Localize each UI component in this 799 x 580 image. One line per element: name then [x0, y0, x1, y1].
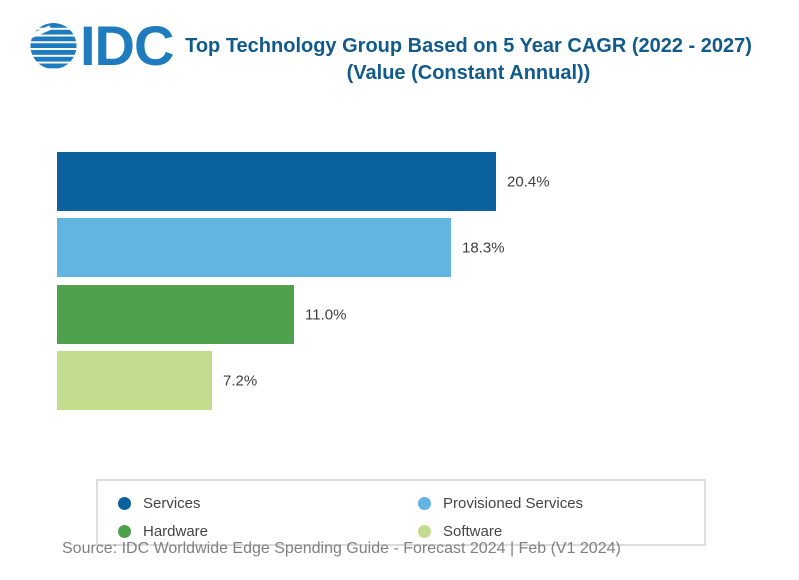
bar-value-label-provisioned-services: 18.3% [462, 239, 505, 256]
bar-provisioned-services [57, 218, 451, 277]
bar-value-label-hardware: 11.0% [305, 306, 347, 323]
bar-software [57, 351, 212, 410]
idc-logo: IDC [30, 14, 174, 77]
bar-hardware [57, 285, 294, 344]
chart-legend: Services Provisioned Services Hardware Soft… [96, 479, 706, 546]
chart-title-line2: (Value (Constant Annual)) [346, 62, 591, 84]
legend-item-provisioned-services: Provisioned Services [418, 493, 583, 513]
chart-title: Top Technology Group Based on 5 Year CAG… [180, 33, 757, 87]
bar-value-label-software: 7.2% [223, 372, 258, 389]
legend-label-provisioned-services: Provisioned Services [443, 494, 584, 512]
idc-globe-icon [30, 22, 77, 69]
bar-services [57, 152, 496, 211]
legend-item-services: Services [118, 493, 201, 513]
source-text: Source: IDC Worldwide Edge Spending Guid… [62, 540, 621, 557]
legend-dot-hardware [118, 524, 131, 538]
chart-title-line1: Top Technology Group Based on 5 Year CAG… [185, 35, 752, 57]
bar-value-label-services: 20.4% [507, 173, 550, 190]
legend-dot-provisioned-services [418, 496, 431, 510]
legend-dot-software [418, 524, 431, 538]
legend-dot-services [118, 496, 131, 510]
legend-item-hardware: Hardware [118, 521, 208, 541]
legend-item-software: Software [418, 521, 502, 541]
legend-label-software: Software [443, 522, 503, 540]
idc-logo-text: IDC [80, 14, 174, 77]
legend-label-services: Services [143, 494, 201, 512]
legend-label-hardware: Hardware [143, 522, 209, 540]
